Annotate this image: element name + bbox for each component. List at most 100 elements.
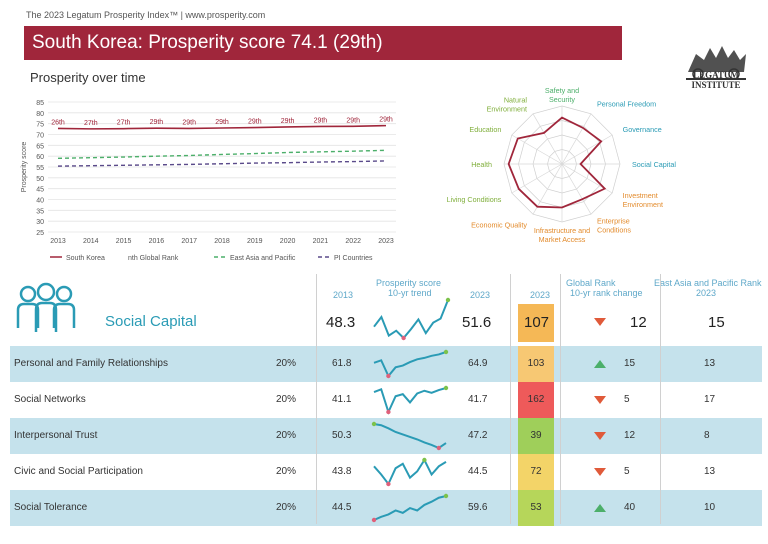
x-tick-label: 2019 [247,238,263,245]
sparkline-min-dot [386,409,391,415]
rank-label: 29th [346,117,360,124]
sub-pillar-row: Social Networks 20% 41.1 41.7 162 5 17 [10,382,762,418]
sub-rank-cell [518,418,554,454]
sparkline-max-dot [443,385,449,391]
sub-global-rank: 103 [527,358,545,369]
hdr-trend: 10-yr trend [388,288,432,298]
rank-label: 29th [314,117,328,124]
chart-title: Prosperity over time [30,70,146,85]
sparkline [373,387,447,415]
pillar-radar-chart: Safety and Security Personal Freedom Govern… [447,86,677,244]
sparkline [373,299,449,340]
sub-pillar-weight: 20% [276,466,297,477]
y-axis-label: Prosperity score [21,142,28,193]
pillar-table: Prosperity score 10-yr trend 2013 2023 2… [10,274,762,536]
y-tick-label: 70 [36,133,44,140]
hdr-regional-rank: East Asia and Pacific Rank [654,278,762,288]
rank-label: 26th [51,119,65,126]
sparkline-min-dot [386,481,391,487]
sub-pillar-weight: 20% [276,394,297,405]
logo-line2: INSTITUTE [691,80,741,90]
radar-spoke [511,134,563,165]
y-tick-label: 50 [36,176,44,183]
sub-regional-rank: 13 [704,466,716,477]
y-tick-label: 75 [36,122,44,129]
sub-score-2023: 44.5 [468,466,488,477]
sub-trend-sparkline [371,493,449,523]
sparkline [373,457,447,486]
rank-label: 29th [182,119,196,126]
sub-pillar-weight: 20% [276,358,297,369]
sparkline-max-dot [443,493,449,499]
arrow-shape [594,432,606,440]
sparkline [373,495,447,521]
sub-rank-cell [518,382,554,418]
sub-regional-rank: 17 [704,394,716,405]
col-separator [560,274,561,524]
radar-axis-label: Investment Environment [623,191,663,209]
rank-label: 27th [117,120,131,127]
sparkline-max-dot [445,297,451,303]
sub-global-rank: 39 [530,430,542,441]
sub-global-rank: 72 [530,466,542,477]
y-tick-label: 85 [36,100,44,107]
arrow-down-icon [594,468,606,476]
sparkline [373,423,447,450]
sub-score-2013: 61.8 [332,358,352,369]
legend-label: South Korea [66,255,105,262]
rank-label: 29th [281,118,295,125]
hdr-rank-change: 10-yr rank change [570,288,643,298]
sub-pillar-label: Personal and Family Relationships [14,358,168,369]
main-rank: 107 [524,314,550,331]
y-tick-label: 35 [36,208,44,215]
arrow-down-icon [594,432,606,440]
radar-axis-label: Education [469,125,501,134]
sparkline-min-dot [386,373,391,379]
sub-rank-change: 12 [624,430,636,441]
page-title: South Korea: Prosperity score 74.1 (29th… [24,26,622,60]
arrow-shape [594,468,606,476]
main-pillar-label: Social Capital [105,313,197,330]
hdr-global-year: 2023 [530,290,551,300]
arrow-shape [594,360,606,368]
main-pillar-row: Social Capital 48.3 51.6 107 12 15 [10,274,762,346]
sub-global-rank: 53 [530,502,542,513]
x-tick-label: 2016 [149,238,165,245]
col-separator [510,274,511,524]
radar-axis-label: Enterprise Conditions [597,217,631,235]
y-tick-label: 55 [36,165,44,172]
sub-trend-sparkline [371,421,447,451]
y-tick-label: 30 [36,219,44,226]
sub-pillar-label: Social Networks [14,394,86,405]
series-line [57,124,387,130]
sub-score-2023: 47.2 [468,430,488,441]
sub-pillar-label: Social Tolerance [14,502,88,513]
y-tick-label: 65 [36,143,44,150]
hdr-year-end: 2023 [470,290,491,300]
sub-global-rank: 162 [527,394,545,405]
sub-score-2023: 59.6 [468,502,488,513]
radar-axis-label: Safety and Security [545,86,579,104]
x-tick-label: 2023 [378,238,394,245]
main-regional-rank: 15 [708,314,725,331]
sub-trend-sparkline [373,349,449,379]
sub-rank-change: 40 [624,502,636,513]
radar-axis-label: Governance [623,125,662,134]
sub-score-2023: 64.9 [468,358,488,369]
arrow-up-icon [594,360,606,368]
series-line [57,149,387,160]
rank-label: 29th [248,119,262,126]
x-tick-label: 2014 [83,238,99,245]
arrow-up-icon [594,504,606,512]
arrow-down-icon [594,396,606,404]
sub-pillar-label: Civic and Social Participation [14,466,143,477]
sub-rank-change: 5 [624,394,630,405]
radar-axis-label: Natural Environment [487,95,528,113]
main-arrow-down-icon [594,318,606,326]
rank-label: 29th [215,119,229,126]
sparkline-max-dot [422,457,427,463]
radar-axis-label: Infrastructure and Market Access [534,226,590,244]
sparkline-min-dot [371,517,377,523]
col-separator [660,274,661,524]
series-line [57,160,387,167]
